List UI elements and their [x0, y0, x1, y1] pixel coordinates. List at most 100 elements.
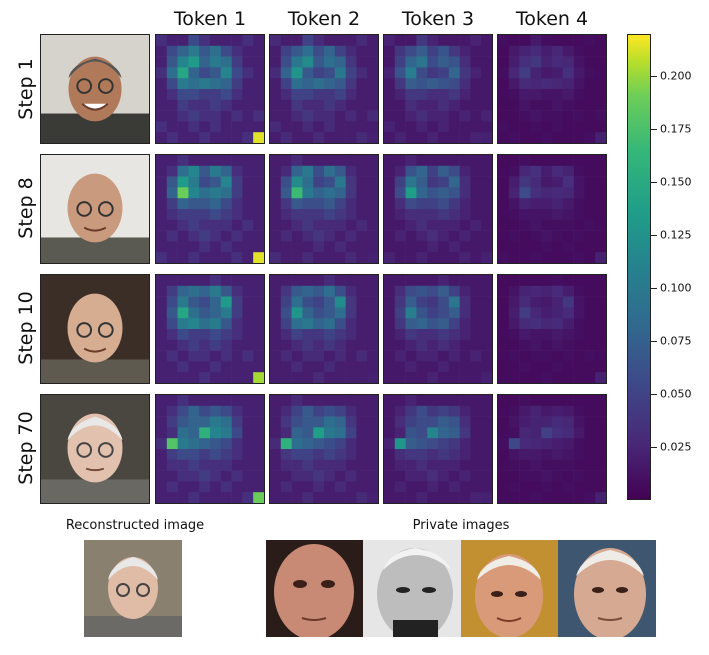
heatmap-cell: [302, 395, 314, 407]
heatmap-cell: [470, 99, 482, 111]
heatmap-cell: [177, 187, 189, 199]
heatmap-cell: [584, 241, 596, 253]
heatmap-cell: [541, 241, 553, 253]
heatmap-cell: [220, 78, 232, 90]
heatmap-cell: [367, 275, 378, 287]
heatmap-cell: [334, 219, 346, 231]
heatmap-cell: [530, 67, 542, 79]
heatmap-cell: [291, 89, 303, 101]
heatmap-cell: [394, 230, 406, 242]
heatmap-cell: [270, 372, 282, 383]
heatmap-cell: [367, 285, 378, 297]
heatmap-cell: [384, 35, 396, 47]
heatmap-cell: [541, 35, 553, 47]
heatmap-cell: [416, 427, 428, 439]
heatmap-cell: [166, 307, 178, 319]
heatmap-cell: [438, 416, 450, 428]
heatmap-cell: [156, 187, 168, 199]
heatmap-cell: [416, 35, 428, 47]
colorbar-tick-label: 0.050: [660, 387, 692, 401]
heatmap-cell: [573, 395, 585, 407]
heatmap-cell: [270, 395, 282, 407]
heatmap-cell: [508, 395, 520, 407]
heatmap-cell: [498, 230, 510, 242]
heatmap-cell: [313, 67, 325, 79]
heatmap-cell: [562, 99, 574, 111]
heatmap-cell: [481, 198, 492, 210]
heatmap-cell: [313, 110, 325, 122]
heatmap-cell: [584, 459, 596, 471]
heatmap-cell: [177, 329, 189, 341]
heatmap-cell: [459, 416, 471, 428]
heatmap-cell: [584, 67, 596, 79]
heatmap-cell: [313, 350, 325, 362]
heatmap-cell: [530, 165, 542, 177]
heatmap-cell: [405, 329, 417, 341]
heatmap-cell: [280, 318, 292, 330]
heatmap-cell: [367, 187, 378, 199]
heatmap-cell: [384, 285, 396, 297]
heatmap-cell: [367, 252, 378, 263]
heatmap-cell: [280, 187, 292, 199]
heatmap-cell: [177, 427, 189, 439]
heatmap-cell: [334, 110, 346, 122]
heatmap-cell: [270, 99, 282, 111]
heatmap-cell: [438, 241, 450, 253]
heatmap-cell: [438, 67, 450, 79]
heatmap-cell: [280, 350, 292, 362]
heatmap-cell: [313, 339, 325, 351]
heatmap-cell: [541, 219, 553, 231]
heatmap-cell: [438, 275, 450, 287]
heatmap-cell: [459, 361, 471, 373]
heatmap-cell: [253, 427, 264, 439]
heatmap-cell: [156, 395, 168, 407]
heatmap-cell: [427, 481, 439, 493]
heatmap-cell: [416, 241, 428, 253]
heatmap-cell: [427, 56, 439, 68]
heatmap-cell: [416, 67, 428, 79]
heatmap-cell: [156, 285, 168, 297]
heatmap-cell: [427, 121, 439, 133]
heatmap-cell: [448, 241, 460, 253]
heatmap-cell: [552, 361, 564, 373]
heatmap-cell: [448, 318, 460, 330]
heatmap-cell: [199, 470, 211, 482]
heatmap-cell: [498, 372, 510, 383]
heatmap-cell: [459, 56, 471, 68]
heatmap-cell: [448, 350, 460, 362]
heatmap-cell: [156, 339, 168, 351]
heatmap-cell: [519, 449, 531, 461]
heatmap-cell: [530, 350, 542, 362]
heatmap-cell: [270, 56, 282, 68]
heatmap-cell: [270, 481, 282, 493]
heatmap-cell: [345, 219, 357, 231]
heatmap-cell: [313, 296, 325, 308]
heatmap-cell: [156, 459, 168, 471]
heatmap-cell: [508, 438, 520, 450]
heatmap-cell: [384, 110, 396, 122]
heatmap-cell: [384, 241, 396, 253]
heatmap-cell: [541, 89, 553, 101]
heatmap-cell: [345, 132, 357, 143]
heatmap-cell: [481, 296, 492, 308]
heatmap-cell: [166, 155, 178, 167]
heatmap-cell: [345, 361, 357, 373]
heatmap-cell: [481, 395, 492, 407]
heatmap-cell: [595, 329, 606, 341]
heatmap-cell: [530, 361, 542, 373]
heatmap-cell: [394, 470, 406, 482]
heatmap-cell: [242, 470, 254, 482]
heatmap-cell: [345, 241, 357, 253]
heatmap-cell: [481, 121, 492, 133]
heatmap-cell: [242, 89, 254, 101]
heatmap-cell: [416, 350, 428, 362]
heatmap-cell: [470, 219, 482, 231]
heatmap-cell: [242, 307, 254, 319]
heatmap-cell: [242, 67, 254, 79]
colorbar-tick: [651, 235, 657, 237]
heatmap-cell: [324, 438, 336, 450]
heatmap-cell: [459, 165, 471, 177]
heatmap-cell: [394, 307, 406, 319]
heatmap-cell: [416, 252, 428, 263]
heatmap-cell: [519, 165, 531, 177]
